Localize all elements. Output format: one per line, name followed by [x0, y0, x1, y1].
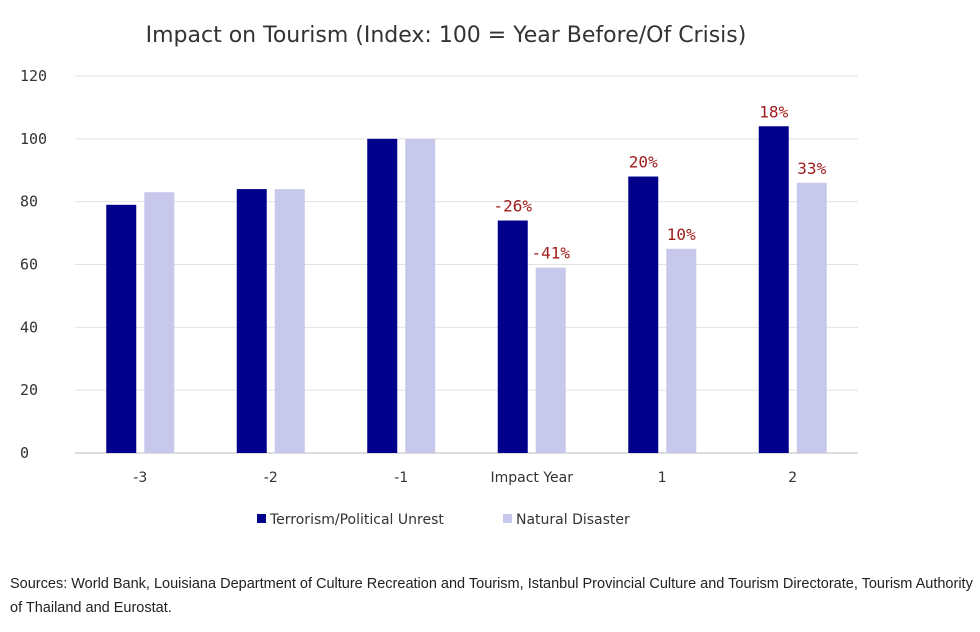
bar-terrorism — [758, 126, 789, 454]
x-tick-label: 1 — [658, 470, 667, 486]
bar-natural-disaster — [666, 248, 697, 453]
legend-label: Terrorism/Political Unrest — [269, 512, 444, 528]
y-tick-label: 60 — [20, 256, 38, 274]
bar-terrorism — [628, 176, 659, 454]
data-label: 20% — [629, 153, 658, 172]
y-tick-label: 20 — [20, 381, 38, 399]
bar-natural-disaster — [796, 182, 827, 454]
data-label: 18% — [759, 102, 788, 121]
source-note: Sources: World Bank, Louisiana Departmen… — [10, 576, 973, 616]
data-label: -26% — [493, 197, 532, 216]
bar-terrorism — [236, 189, 267, 453]
bar-natural-disaster — [144, 192, 175, 453]
legend-swatch — [503, 514, 512, 523]
data-label: -41% — [531, 244, 570, 263]
bar-natural-disaster — [405, 138, 436, 454]
chart-title: Impact on Tourism (Index: 100 = Year Bef… — [146, 23, 747, 48]
bar-natural-disaster — [535, 267, 566, 453]
bar-terrorism — [497, 220, 528, 453]
legend-label: Natural Disaster — [516, 512, 630, 528]
chart: Impact on Tourism (Index: 100 = Year Bef… — [20, 23, 858, 528]
bar-terrorism — [367, 138, 398, 454]
bar-natural-disaster — [274, 189, 305, 453]
data-label: 10% — [667, 225, 696, 244]
legend-swatch — [257, 514, 266, 523]
y-tick-label: 40 — [20, 318, 38, 336]
x-tick-label: -3 — [133, 470, 147, 486]
y-tick-label: 100 — [20, 130, 47, 148]
y-tick-label: 0 — [20, 444, 29, 462]
x-tick-label: 2 — [788, 470, 797, 486]
data-label: 33% — [797, 159, 826, 178]
bar-terrorism — [106, 204, 137, 453]
x-tick-label: -2 — [264, 470, 278, 486]
x-tick-label: -1 — [394, 470, 408, 486]
y-tick-label: 80 — [20, 193, 38, 211]
x-tick-label: Impact Year — [490, 470, 573, 486]
y-tick-label: 120 — [20, 67, 47, 85]
